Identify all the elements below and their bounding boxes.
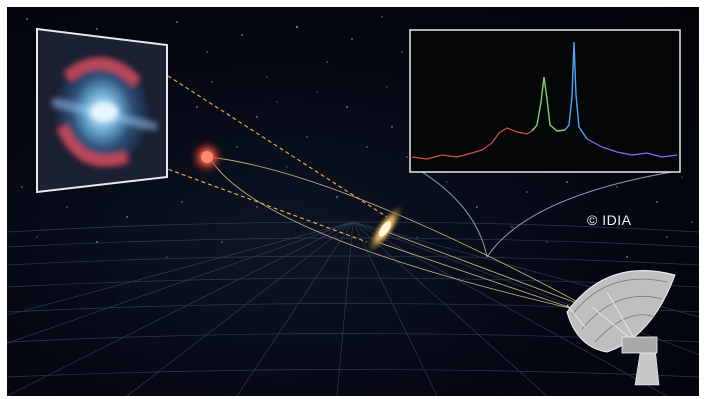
spectrum-curve-peak	[564, 41, 588, 140]
scene-illustration	[7, 16, 699, 396]
red-quasar-icon	[191, 141, 223, 173]
spectrum-connectors	[421, 171, 673, 258]
radio-telescope-icon	[566, 270, 676, 386]
spiral-galaxy-icon	[366, 203, 404, 255]
spectrum-curve-left	[411, 127, 533, 160]
spectrum-curve-mid	[531, 76, 566, 132]
space-scene: © IDIA	[7, 7, 699, 396]
lensed-image-panel	[36, 27, 168, 194]
light-paths	[208, 156, 593, 316]
credit-label: © IDIA	[587, 212, 632, 228]
spectrum-curve-right	[586, 138, 678, 158]
dashed-projection-lines	[161, 71, 388, 243]
spectrum-panel	[409, 29, 681, 173]
star-field	[21, 16, 693, 258]
